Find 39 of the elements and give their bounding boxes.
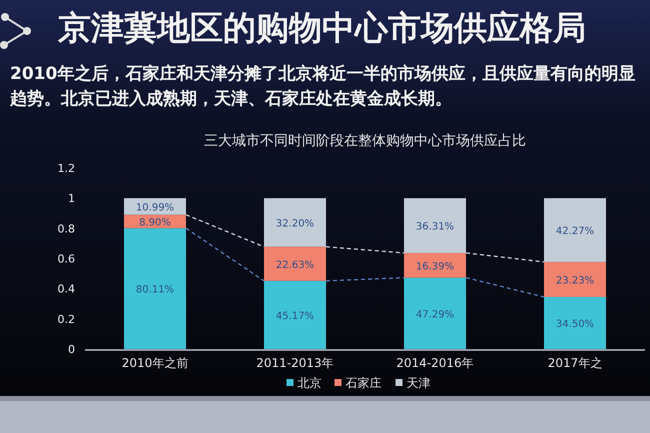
y-tick-label: 0.2 [58,312,75,326]
bar [124,228,186,349]
data-label: 16.39% [416,261,454,272]
bar [544,296,606,349]
bar [264,280,326,349]
data-label: 22.63% [276,260,314,271]
bar [544,262,606,297]
y-tick-label: 0 [68,343,75,356]
chart-subtitle: 2010年之后，石家庄和天津分摊了北京将近一半的市场供应，且供应量有向的明显趋势。北京已进入成熟期，天津、石家庄处在黄金成长期。 [10,63,636,111]
y-tick-label: 1 [68,192,75,206]
data-label: 42.27% [556,226,594,238]
data-label: 34.50% [556,318,594,330]
chart-title: 京津冀地区的购物中心市场供应格局 [58,7,587,49]
data-label: 10.99% [136,202,174,214]
data-label: 32.20% [276,218,314,230]
text: 三大城市不同时间阶段在整体购物中心市场供应占比 [204,133,526,149]
data-label: 80.11% [136,284,174,296]
y-tick-label: 0.6 [58,252,75,266]
x-tick-label: 2017年之 [548,356,602,370]
y-tick-label: 1.2 [58,162,75,175]
data-label: 47.29% [416,309,454,320]
legend-label: 北京 [298,376,322,390]
bar [404,198,466,253]
x-tick-label: 2011-2013年 [256,356,334,370]
bar [544,198,606,262]
x-tick-label: 2014-2016年 [396,356,474,370]
data-label: 45.17% [276,310,314,322]
bar [404,252,466,278]
data-label: 23.23% [556,275,594,286]
data-label: 36.31% [416,222,454,233]
x-tick-label: 2010年之前 [122,356,188,370]
bar [264,246,326,281]
bar [404,278,466,349]
y-tick-label: 0.4 [58,282,75,296]
bar [264,198,326,247]
legend-label: 天津 [406,376,430,390]
data-label: 8.90% [139,217,171,228]
legend-label: 石家庄 [346,376,382,390]
y-tick-label: 0.8 [58,222,75,236]
